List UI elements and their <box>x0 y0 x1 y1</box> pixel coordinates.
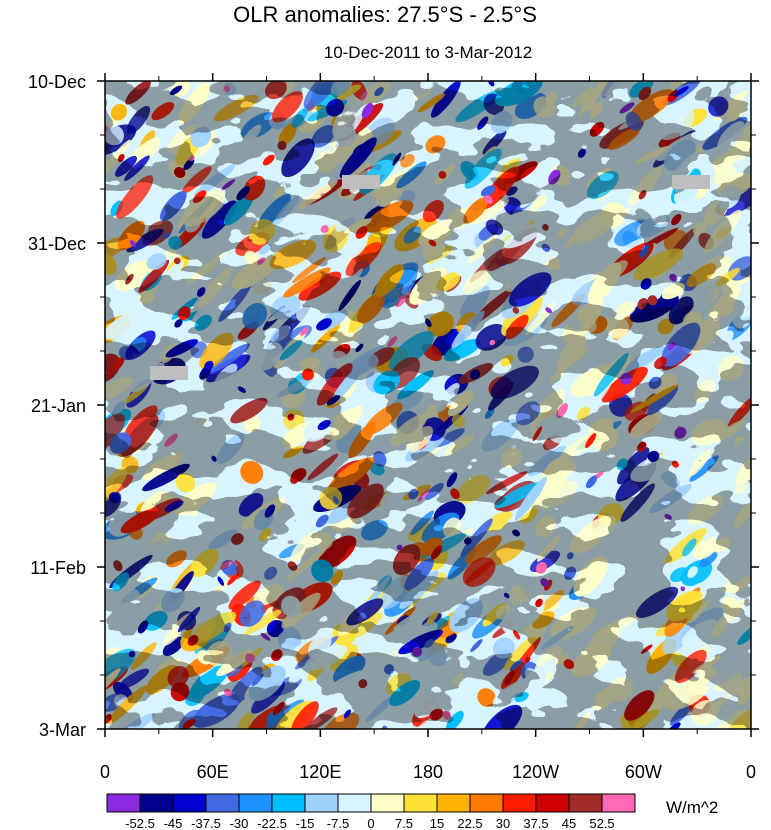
colorbar-swatch <box>172 793 207 813</box>
colorbar-swatch <box>337 793 372 813</box>
colorbar-label: -15 <box>296 816 315 830</box>
colorbar-swatch <box>106 793 141 813</box>
colorbar-swatch <box>238 793 273 813</box>
x-tick-label: 60W <box>625 762 662 782</box>
colorbar-swatch <box>568 793 603 813</box>
colorbar-label: 0 <box>367 816 374 830</box>
missing-data-mark <box>672 175 710 189</box>
colorbar-swatch <box>502 793 537 813</box>
colorbar-label: -37.5 <box>191 816 221 830</box>
x-tick-label: 180 <box>413 762 443 782</box>
x-tick-label: 60E <box>197 762 229 782</box>
colorbar-swatch <box>370 793 405 813</box>
y-tick-label: 10-Dec <box>28 72 86 92</box>
x-tick-label: 120E <box>299 762 341 782</box>
colorbar-label: 45 <box>562 816 576 830</box>
colorbar-label: 15 <box>430 816 444 830</box>
heatmap-texture <box>105 81 751 729</box>
missing-data-mark <box>342 175 380 189</box>
y-tick-label: 31-Dec <box>28 234 86 254</box>
colorbar-unit: W/m^2 <box>666 798 718 817</box>
colorbar-swatch <box>304 793 339 813</box>
colorbar-swatch <box>271 793 306 813</box>
y-tick-label: 11-Feb <box>30 558 86 578</box>
colorbar-swatch <box>205 793 240 813</box>
colorbar-label: -22.5 <box>257 816 287 830</box>
colorbar-label: -45 <box>164 816 183 830</box>
chart-title: OLR anomalies: 27.5°S - 2.5°S <box>233 2 537 27</box>
colorbar-swatch <box>469 793 504 813</box>
x-tick-label: 0 <box>100 762 110 782</box>
colorbar-swatch <box>139 793 174 813</box>
colorbar-label: 22.5 <box>457 816 482 830</box>
colorbar-swatch <box>535 793 570 813</box>
colorbar-label: -7.5 <box>327 816 349 830</box>
colorbar-swatch <box>403 793 438 813</box>
x-tick-label: 0 <box>746 762 756 782</box>
x-tick-label: 120W <box>512 762 559 782</box>
colorbar-label: 7.5 <box>395 816 413 830</box>
colorbar-swatch <box>601 793 636 813</box>
colorbar-label: 30 <box>496 816 510 830</box>
heatmap-field <box>105 81 751 729</box>
y-tick-label: 21-Jan <box>31 396 86 416</box>
colorbar-swatch <box>436 793 471 813</box>
missing-data-mark <box>150 366 188 380</box>
chart-subtitle: 10-Dec-2011 to 3-Mar-2012 <box>324 43 533 62</box>
colorbar-label: 52.5 <box>589 816 614 830</box>
colorbar-label: -52.5 <box>125 816 155 830</box>
colorbar-label: 37.5 <box>523 816 548 830</box>
colorbar-label: -30 <box>230 816 249 830</box>
y-tick-label: 3-Mar <box>39 720 86 740</box>
